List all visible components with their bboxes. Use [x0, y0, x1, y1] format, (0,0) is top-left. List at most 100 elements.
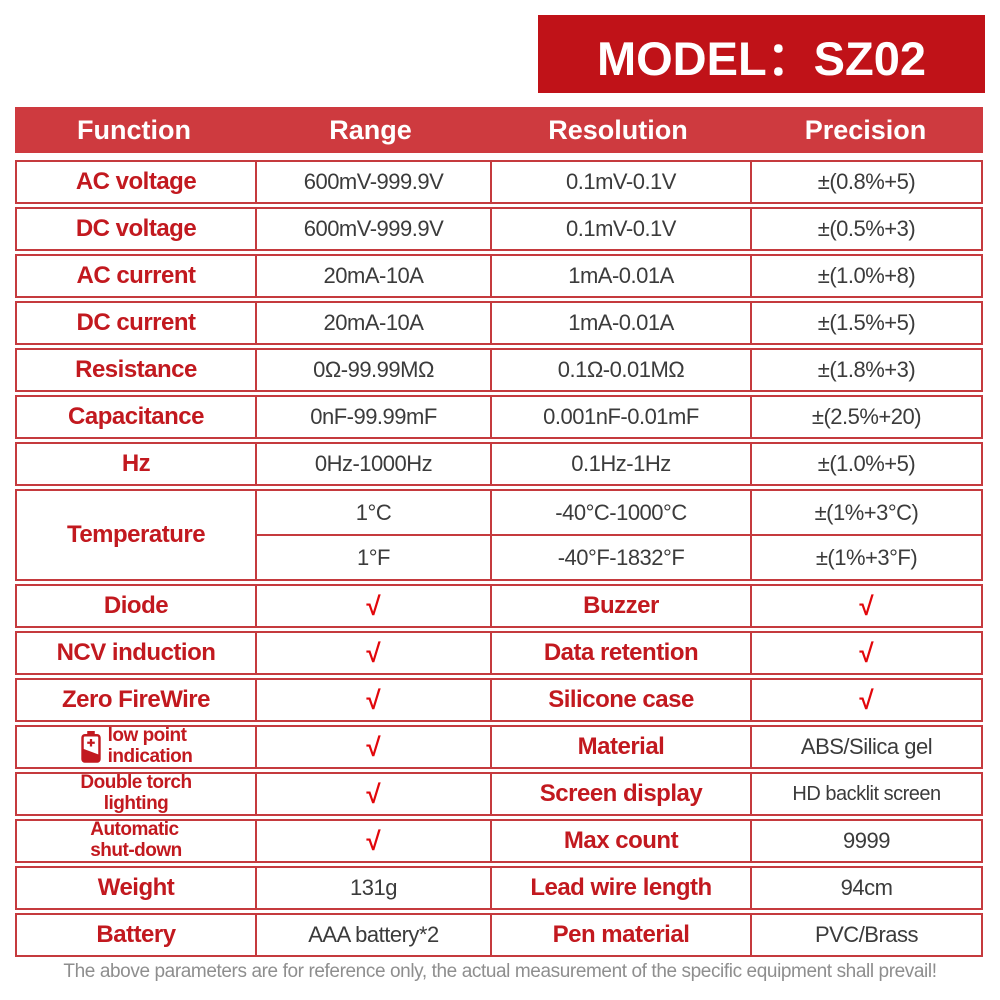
feature-label: low point indication: [17, 727, 255, 767]
resolution-value: 1mA-0.01A: [490, 303, 750, 343]
feature-value: PVC/Brass: [750, 915, 981, 955]
checkmark: √: [750, 586, 981, 626]
low-battery-icon: [80, 731, 101, 763]
function-label: AC current: [76, 262, 196, 289]
low-point-label-group: low point indication: [80, 727, 193, 767]
checkmark: √: [750, 680, 981, 720]
table-row-capacitance: Capacitance 0nF-99.99mF 0.001nF-0.01mF ±…: [15, 395, 983, 439]
resolution-value: 0.1mV-0.1V: [490, 209, 750, 249]
table-row-ac-voltage: AC voltage 600mV-999.9V 0.1mV-0.1V ±(0.8…: [15, 160, 983, 204]
feature-label: Material: [490, 727, 750, 767]
temperature-fahrenheit-row: 1°F -40°F-1832°F ±(1%+3°F): [255, 534, 981, 579]
feature-label: Screen display: [490, 774, 750, 814]
feature-value: 94cm: [750, 868, 981, 908]
feature-label-line2: shut-down: [90, 840, 182, 861]
table-row-diode: Diode √ Buzzer √: [15, 584, 983, 628]
feature-value: AAA battery*2: [255, 915, 490, 955]
feature-label: Buzzer: [490, 586, 750, 626]
feature-label: Zero FireWire: [62, 686, 211, 713]
range-value: 0Hz-1000Hz: [255, 444, 490, 484]
precision-value: ±(1%+3°F): [750, 536, 981, 579]
precision-value: ±(1.0%+8): [750, 256, 981, 296]
feature-value: 9999: [750, 821, 981, 861]
function-label: Resistance: [75, 356, 197, 383]
header-function: Function: [77, 114, 191, 145]
table-row-double-torch-lighting: Double torch lighting √ Screen display H…: [15, 772, 983, 816]
feature-label-line1: low point: [107, 727, 187, 747]
checkmark: √: [255, 727, 490, 767]
feature-label: Pen material: [490, 915, 750, 955]
range-value: 0Ω-99.99MΩ: [255, 350, 490, 390]
model-banner: MODEL：SZ02: [538, 15, 985, 93]
table-row-ac-current: AC current 20mA-10A 1mA-0.01A ±(1.0%+8): [15, 254, 983, 298]
table-row-ncv-induction: NCV induction √ Data retention √: [15, 631, 983, 675]
table-row-dc-voltage: DC voltage 600mV-999.9V 0.1mV-0.1V ±(0.5…: [15, 207, 983, 251]
table-row-temperature: Temperature 1°C -40°C-1000°C ±(1%+3°C) 1…: [15, 489, 983, 581]
resolution-value: 0.1Ω-0.01MΩ: [490, 350, 750, 390]
checkmark: √: [255, 821, 490, 861]
table-row-weight: Weight 131g Lead wire length 94cm: [15, 866, 983, 910]
precision-value: ±(2.5%+20): [750, 397, 981, 437]
feature-value: 131g: [255, 868, 490, 908]
temperature-celsius-row: 1°C -40°C-1000°C ±(1%+3°C): [255, 491, 981, 534]
feature-label: Lead wire length: [490, 868, 750, 908]
low-point-label-text: low point indication: [108, 727, 193, 767]
checkmark: √: [255, 586, 490, 626]
checkmark: √: [750, 633, 981, 673]
range-value: 1°C: [255, 491, 490, 534]
table-row-hz: Hz 0Hz-1000Hz 0.1Hz-1Hz ±(1.0%+5): [15, 442, 983, 486]
feature-label: NCV induction: [56, 639, 216, 666]
feature-value: HD backlit screen: [750, 774, 981, 814]
table-row-low-point-indication: low point indication √ Material ABS/Sili…: [15, 725, 983, 769]
range-value: 20mA-10A: [255, 303, 490, 343]
precision-value: ±(0.8%+5): [750, 162, 981, 202]
table-row-resistance: Resistance 0Ω-99.99MΩ 0.1Ω-0.01MΩ ±(1.8%…: [15, 348, 983, 392]
header-resolution: Resolution: [548, 114, 688, 145]
table-row-zero-firewire: Zero FireWire √ Silicone case √: [15, 678, 983, 722]
spec-table: Function Range Resolution Precision AC v…: [15, 107, 983, 960]
function-label: DC voltage: [75, 215, 197, 242]
function-label: AC voltage: [75, 168, 197, 195]
feature-label: Silicone case: [490, 680, 750, 720]
feature-label: Diode: [103, 592, 169, 619]
range-value: 600mV-999.9V: [255, 162, 490, 202]
precision-value: ±(1.8%+3): [750, 350, 981, 390]
range-value: 1°F: [255, 536, 490, 579]
function-label: DC current: [76, 309, 196, 336]
function-label: Capacitance: [68, 403, 204, 430]
resolution-value: 1mA-0.01A: [490, 256, 750, 296]
table-row-battery: Battery AAA battery*2 Pen material PVC/B…: [15, 913, 983, 957]
precision-value: ±(1%+3°C): [750, 491, 981, 534]
resolution-value: 0.1Hz-1Hz: [490, 444, 750, 484]
feature-label-line1: Double torch: [80, 774, 192, 794]
feature-label-line1: Automatic: [90, 821, 179, 841]
range-value: 0nF-99.99mF: [255, 397, 490, 437]
checkmark: √: [255, 680, 490, 720]
checkmark: √: [255, 774, 490, 814]
feature-label: Double torch lighting: [17, 774, 255, 814]
precision-value: ±(1.5%+5): [750, 303, 981, 343]
resolution-value: -40°F-1832°F: [490, 536, 750, 579]
resolution-value: 0.001nF-0.01mF: [490, 397, 750, 437]
table-row-automatic-shutdown: Automatic shut-down √ Max count 9999: [15, 819, 983, 863]
feature-label-line2: indication: [107, 746, 193, 767]
function-label: Temperature: [66, 521, 206, 548]
feature-label: Battery: [96, 921, 176, 948]
feature-label: Weight: [97, 874, 175, 901]
auto-shutdown-label-text: Automatic shut-down: [90, 821, 182, 861]
double-torch-label-text: Double torch lighting: [80, 774, 192, 814]
range-value: 600mV-999.9V: [255, 209, 490, 249]
resolution-value: -40°C-1000°C: [490, 491, 750, 534]
resolution-value: 0.1mV-0.1V: [490, 162, 750, 202]
header-precision: Precision: [804, 114, 927, 145]
feature-label: Data retention: [490, 633, 750, 673]
range-value: 20mA-10A: [255, 256, 490, 296]
precision-value: ±(1.0%+5): [750, 444, 981, 484]
precision-value: ±(0.5%+3): [750, 209, 981, 249]
feature-label: Max count: [490, 821, 750, 861]
header-range: Range: [329, 114, 412, 145]
feature-label: Automatic shut-down: [17, 821, 255, 861]
table-row-dc-current: DC current 20mA-10A 1mA-0.01A ±(1.5%+5): [15, 301, 983, 345]
feature-label-line2: lighting: [103, 793, 169, 814]
temperature-subrows: 1°C -40°C-1000°C ±(1%+3°C) 1°F -40°F-183…: [255, 491, 981, 579]
